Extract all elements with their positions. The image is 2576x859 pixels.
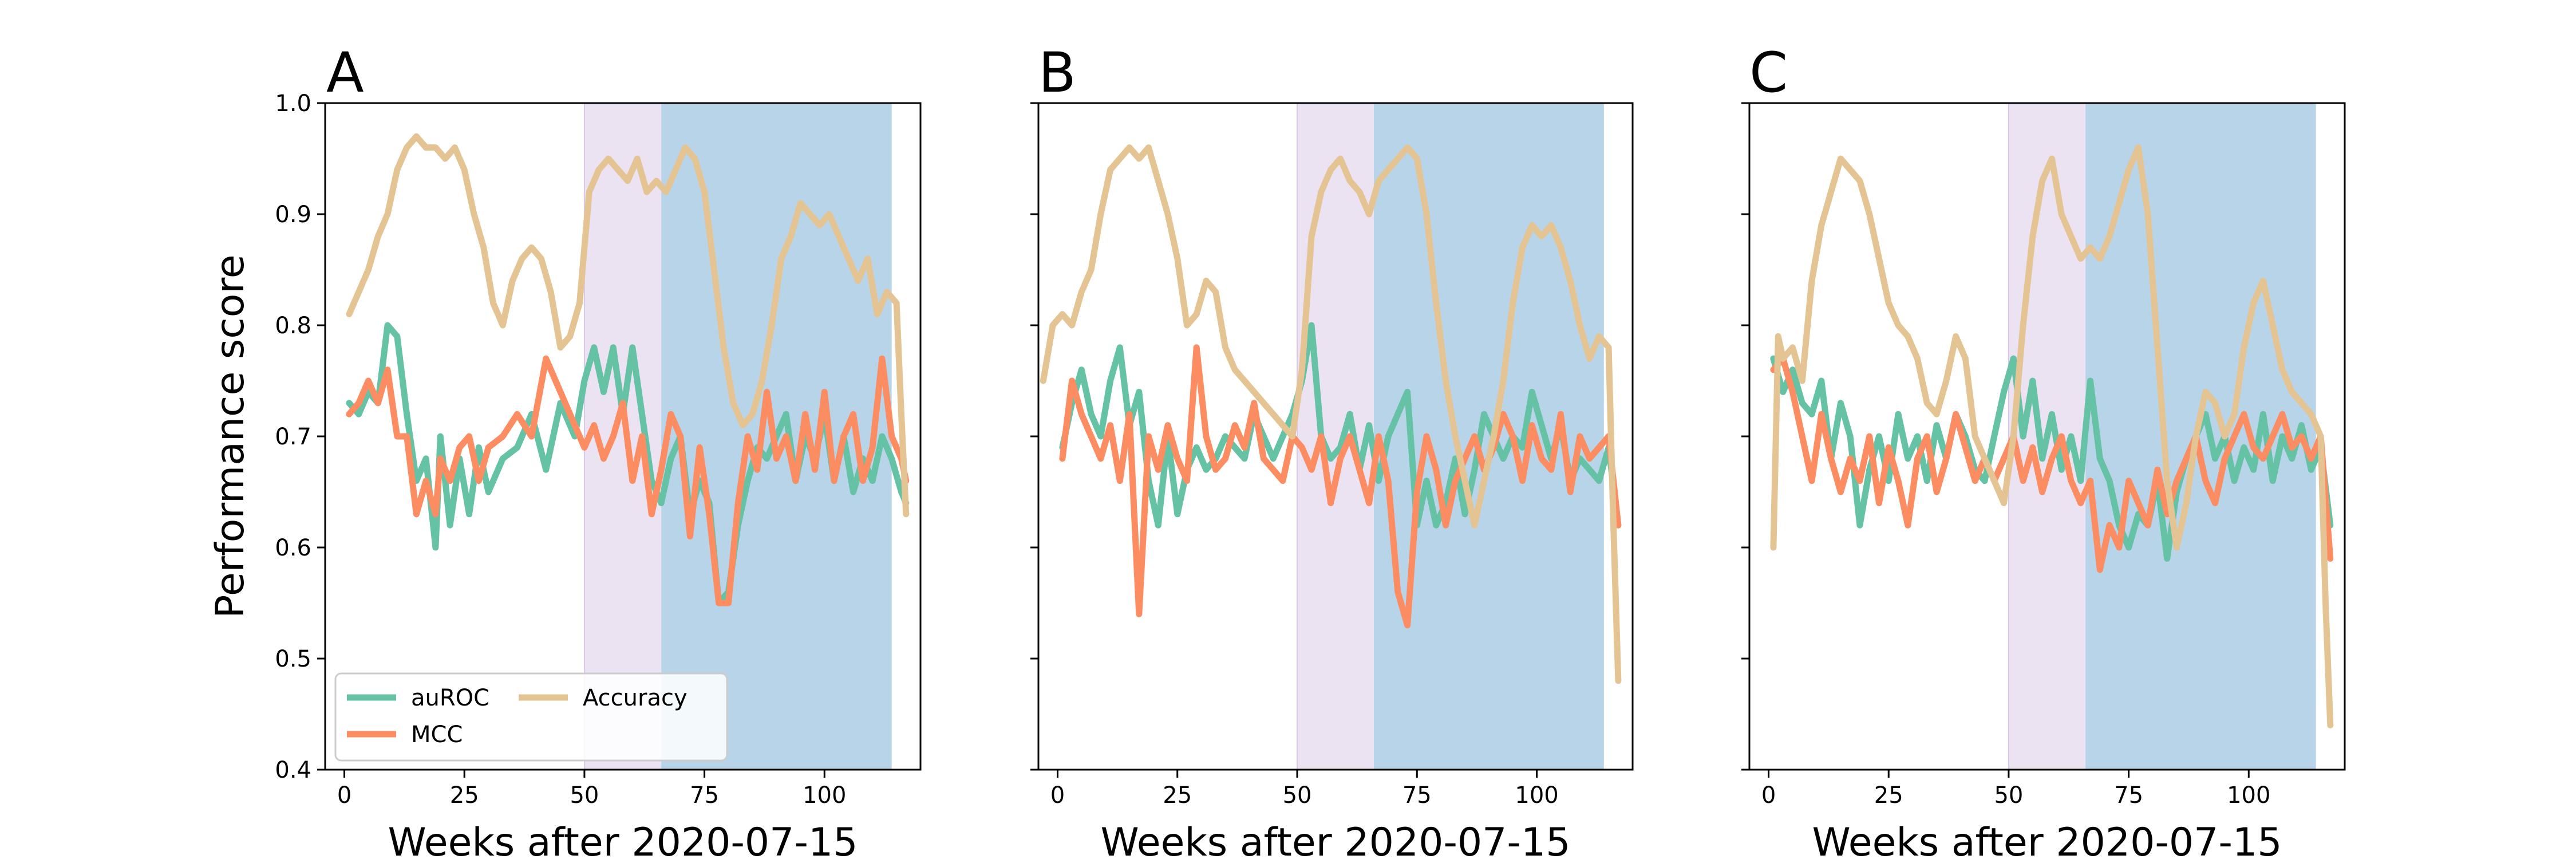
- panel-a-y-tick-label-0.9: 0.9: [275, 202, 311, 228]
- panel-c-y-ticks: [1741, 102, 1749, 771]
- panel-c-shaded-region-2: [2085, 103, 2316, 770]
- panel-b-series-auroc: [1059, 322, 1622, 529]
- panel-c-x-axis-label: Weeks after 2020-07-15: [1812, 820, 2282, 859]
- legend-box: [334, 672, 728, 762]
- legend-label-accuracy: Accuracy: [583, 685, 688, 711]
- panel-a: 0 25 50 75 100 0.4 0.5 0.6 0.7 0.8 0.9 1.0 A Weeks…: [208, 41, 922, 859]
- panel-b-x-tick-label-75: 75: [1402, 782, 1432, 809]
- panel-b-x-tick-label-25: 25: [1163, 782, 1192, 809]
- panel-a-y-axis-label: Performance score: [208, 254, 253, 618]
- panel-b-x-tick-label-0: 0: [1050, 782, 1065, 809]
- panel-b: 0 25 50 75 100 B Weeks after 2020-07-15: [1030, 41, 1634, 859]
- legend: auROC MCC Accuracy: [334, 672, 728, 762]
- panel-b-x-axis-label: Weeks after 2020-07-15: [1100, 820, 1570, 859]
- panel-c-x-tick-label-0: 0: [1761, 782, 1776, 809]
- panel-b-x-ticks: 0 25 50 75 100: [1050, 770, 1559, 809]
- panel-c-x-tick-label-100: 100: [2227, 782, 2270, 809]
- panel-c-series-auroc: [1770, 355, 2334, 562]
- panel-b-series-mcc: [1059, 344, 1622, 629]
- panel-a-x-tick-label-0: 0: [337, 782, 351, 809]
- panel-a-y-tick-label-0.6: 0.6: [275, 535, 311, 561]
- panel-b-y-ticks: [1030, 102, 1038, 771]
- panel-a-series-accuracy: [346, 133, 910, 518]
- panel-a-y-ticks: 0.4 0.5 0.6 0.7 0.8 0.9 1.0: [275, 90, 325, 783]
- panel-a-series-mcc: [346, 355, 910, 606]
- panel-b-x-tick-label-100: 100: [1515, 782, 1558, 809]
- panel-a-x-tick-label-25: 25: [450, 782, 479, 809]
- panel-c-series: [1770, 144, 2334, 728]
- panel-a-x-tick-label-100: 100: [803, 782, 846, 809]
- panel-a-y-tick-label-0.4: 0.4: [275, 757, 311, 783]
- panel-b-series: [1040, 144, 1622, 684]
- panel-c-series-mcc: [1770, 355, 2334, 573]
- panel-b-shaded-region-1: [1297, 103, 1374, 770]
- legend-label-auroc: auROC: [411, 685, 489, 711]
- panel-c-x-ticks: 0 25 50 75 100: [1761, 770, 2270, 809]
- panel-c: 0 25 50 75 100 C Weeks after 2020-07-15: [1741, 41, 2346, 859]
- panel-c-x-tick-label-75: 75: [2114, 782, 2143, 809]
- panel-a-letter: A: [326, 41, 364, 105]
- panel-c-x-tick-label-25: 25: [1874, 782, 1903, 809]
- panel-a-y-tick-label-1.0: 1.0: [275, 90, 311, 117]
- panel-a-series: [346, 133, 910, 606]
- panel-a-x-tick-label-75: 75: [690, 782, 719, 809]
- panel-c-x-tick-label-50: 50: [1994, 782, 2023, 809]
- panel-a-x-ticks: 0 25 50 75 100: [337, 770, 846, 809]
- panel-a-y-tick-label-0.8: 0.8: [275, 313, 311, 339]
- panel-a-x-tick-label-50: 50: [570, 782, 599, 809]
- panel-b-series-accuracy: [1040, 144, 1622, 684]
- panel-c-shading: [2008, 103, 2316, 770]
- panel-c-series-accuracy: [1770, 144, 2334, 728]
- panel-b-x-tick-label-50: 50: [1283, 782, 1312, 809]
- panel-b-letter: B: [1038, 41, 1076, 105]
- panel-a-shading: [583, 103, 892, 770]
- panel-a-x-axis-label: Weeks after 2020-07-15: [388, 820, 858, 859]
- panel-c-letter: C: [1749, 41, 1788, 105]
- panel-a-y-tick-label-0.5: 0.5: [275, 646, 311, 672]
- panel-a-y-tick-label-0.7: 0.7: [275, 424, 311, 450]
- legend-label-mcc: MCC: [411, 722, 463, 748]
